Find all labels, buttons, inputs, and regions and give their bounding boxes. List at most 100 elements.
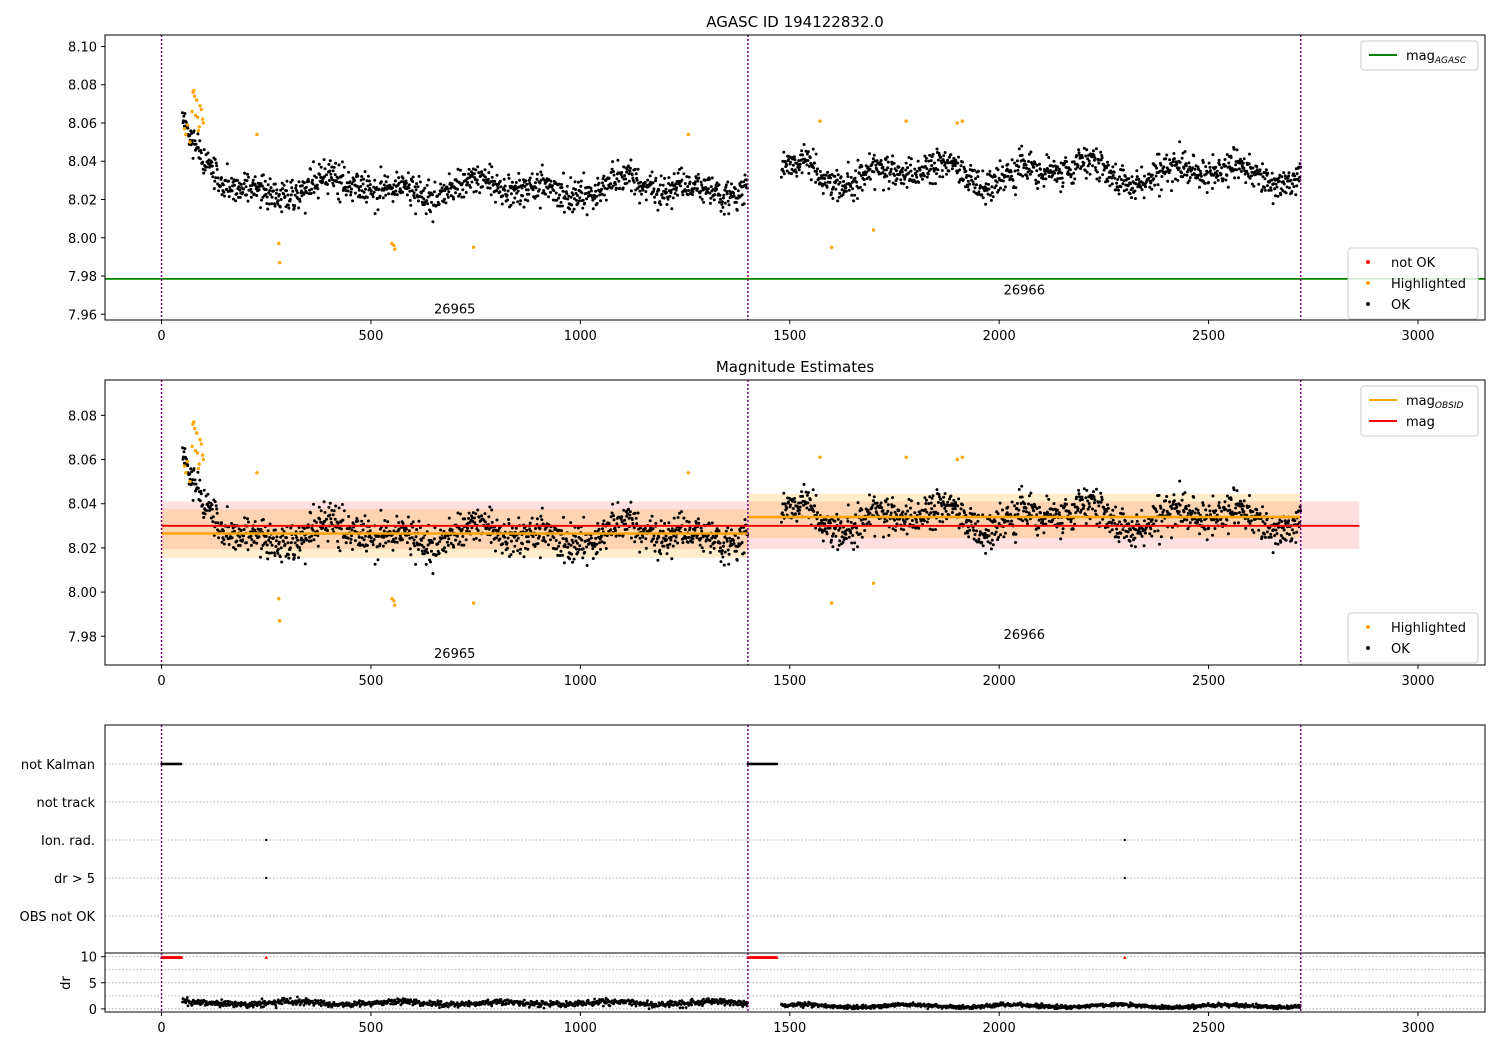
ok-point bbox=[1218, 506, 1222, 510]
ok-point bbox=[1101, 517, 1105, 521]
highlighted-point bbox=[277, 597, 281, 601]
ok-point bbox=[483, 175, 487, 179]
ok-point bbox=[317, 505, 321, 509]
ok-point bbox=[288, 546, 292, 550]
ok-point bbox=[907, 156, 911, 159]
ok-point bbox=[930, 164, 934, 167]
ok-point bbox=[589, 186, 593, 190]
ok-point bbox=[1077, 151, 1081, 155]
ok-point bbox=[1235, 489, 1239, 493]
ok-point bbox=[563, 545, 567, 549]
highlighted-point bbox=[960, 119, 964, 123]
ok-point bbox=[184, 457, 188, 461]
ok-point bbox=[1044, 522, 1048, 526]
ok-point bbox=[668, 194, 672, 198]
ok-point bbox=[1215, 169, 1219, 173]
ok-point bbox=[675, 186, 679, 190]
ok-point bbox=[630, 518, 634, 521]
ok-point bbox=[1122, 536, 1126, 540]
ok-point bbox=[194, 482, 198, 486]
ok-point bbox=[253, 175, 257, 179]
ok-point bbox=[282, 183, 286, 187]
ok-point bbox=[797, 159, 801, 163]
ok-point bbox=[395, 170, 399, 174]
ok-point bbox=[1221, 522, 1225, 526]
ok-point bbox=[902, 182, 906, 186]
x-tick-label: 1000 bbox=[564, 674, 597, 689]
ok-point bbox=[365, 200, 368, 204]
ok-point bbox=[1119, 178, 1123, 181]
ok-point bbox=[933, 504, 936, 508]
ok-point bbox=[614, 182, 617, 186]
ok-point bbox=[699, 189, 703, 193]
ok-point bbox=[228, 185, 232, 189]
ok-point bbox=[1203, 181, 1207, 185]
ok-point bbox=[1006, 162, 1010, 166]
ok-point bbox=[850, 541, 854, 545]
ok-point bbox=[318, 517, 322, 521]
ok-point bbox=[1114, 162, 1118, 166]
ok-point bbox=[312, 538, 316, 542]
ok-point bbox=[1115, 181, 1119, 185]
ok-point bbox=[356, 519, 360, 523]
x-tick-label: 1000 bbox=[564, 329, 597, 344]
ok-point bbox=[1234, 163, 1238, 167]
ok-point bbox=[672, 534, 676, 538]
ok-point bbox=[212, 187, 216, 191]
ok-point bbox=[492, 182, 496, 186]
ok-point bbox=[509, 539, 513, 543]
ok-point bbox=[727, 212, 731, 216]
ok-point bbox=[488, 162, 492, 166]
ok-point bbox=[1216, 174, 1220, 178]
ok-point bbox=[983, 531, 987, 535]
ok-point bbox=[1190, 512, 1194, 516]
ok-point bbox=[1125, 188, 1129, 192]
ok-point bbox=[571, 560, 575, 564]
ok-point bbox=[506, 198, 510, 202]
ok-point bbox=[252, 192, 256, 196]
ok-point bbox=[1241, 504, 1245, 508]
ok-point bbox=[516, 536, 520, 540]
ok-point bbox=[679, 184, 682, 188]
ok-point bbox=[221, 183, 225, 187]
ok-point bbox=[625, 527, 629, 531]
ok-point bbox=[829, 176, 832, 180]
ok-point bbox=[447, 516, 451, 520]
ok-point bbox=[884, 500, 888, 504]
ok-point bbox=[691, 190, 695, 194]
ok-point bbox=[651, 181, 655, 185]
ok-point bbox=[365, 544, 369, 547]
ok-point bbox=[557, 528, 561, 532]
ok-point bbox=[722, 212, 726, 216]
ok-point bbox=[422, 552, 426, 556]
ok-point bbox=[1068, 168, 1072, 172]
ok-point bbox=[474, 512, 478, 516]
ok-point bbox=[839, 520, 843, 524]
ok-point bbox=[183, 447, 187, 451]
ok-point bbox=[1217, 501, 1221, 504]
ok-point bbox=[1172, 157, 1176, 161]
highlighted-point bbox=[192, 94, 197, 98]
ok-point bbox=[676, 193, 680, 197]
ok-point bbox=[612, 518, 616, 522]
ok-point bbox=[693, 182, 697, 186]
ok-point bbox=[333, 173, 337, 177]
ok-point bbox=[372, 538, 376, 541]
ok-point bbox=[465, 183, 469, 187]
ok-point bbox=[311, 182, 315, 186]
ok-point bbox=[591, 557, 595, 560]
ok-point bbox=[285, 189, 288, 193]
ok-point bbox=[552, 536, 556, 540]
ok-point bbox=[680, 166, 683, 170]
ok-point bbox=[951, 507, 955, 511]
ok-point bbox=[509, 553, 513, 557]
legend-label: OK bbox=[1391, 642, 1410, 657]
ok-point bbox=[196, 470, 200, 474]
ok-point bbox=[1131, 533, 1134, 537]
ok-point bbox=[274, 539, 278, 543]
ok-point bbox=[658, 183, 662, 187]
highlighted-point bbox=[182, 464, 187, 468]
ok-point bbox=[1224, 178, 1228, 182]
ok-point bbox=[633, 167, 637, 171]
ok-point bbox=[220, 176, 223, 180]
